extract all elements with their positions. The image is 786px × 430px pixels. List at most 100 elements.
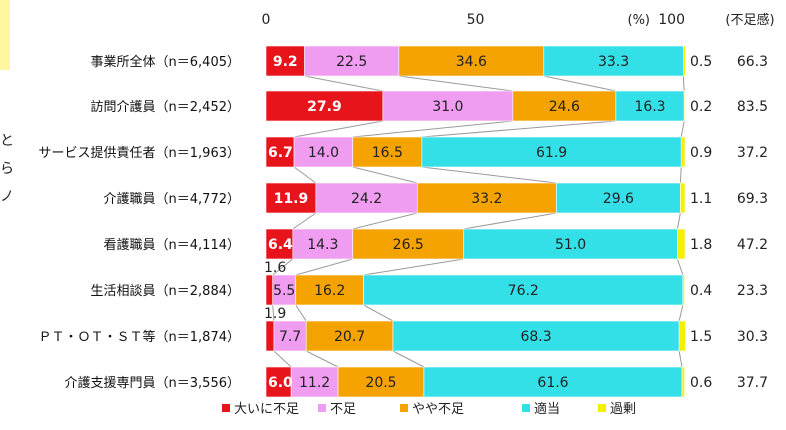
bar-segment: [382, 90, 514, 122]
category-label: 事業所全体（n＝6,405）: [91, 54, 240, 70]
excess-value-label: 0.5: [690, 54, 712, 70]
bar-value-label: 33.2: [471, 191, 502, 207]
connector-line: [292, 212, 317, 230]
category-label: 訪問介護員（n＝2,452）: [91, 99, 240, 115]
connector-line: [295, 258, 353, 276]
bar-segment: [680, 136, 686, 168]
connector-line: [676, 258, 684, 276]
bar-segment: [416, 182, 557, 214]
excess-value-label: 1.1: [690, 191, 712, 207]
bar-segment: [265, 182, 317, 214]
bar-segment: [392, 320, 680, 352]
bar-value-label: 29.6: [603, 191, 634, 207]
bar-segment: [315, 182, 418, 214]
bar-value-label: 24.2: [351, 191, 382, 207]
connector-line: [392, 350, 425, 368]
axis-unit-label: (%): [628, 13, 651, 28]
bar-value-label: 68.3: [520, 329, 551, 345]
bar-segment: [265, 136, 295, 168]
legend-swatch: [222, 404, 230, 412]
bar-value-label: 16.5: [372, 145, 403, 161]
bar-value-label: 22.5: [336, 54, 367, 70]
connector-line: [398, 75, 513, 92]
bar-segment: [683, 45, 686, 77]
bar-value-label: 6.7: [268, 145, 293, 161]
connector-line: [352, 212, 418, 230]
bar-value-label: 33.3: [598, 54, 629, 70]
connector-line: [421, 166, 557, 184]
x-tick-label: 50: [467, 12, 485, 28]
connector-line: [293, 166, 317, 184]
connector-line: [295, 304, 307, 322]
legend-swatch: [598, 404, 606, 412]
legend-label: 大いに不足: [234, 402, 299, 417]
bar-value-label: 1.6: [264, 260, 286, 276]
shortage-value-label: 30.3: [737, 329, 768, 345]
category-label: 看護職員（n＝4,114）: [104, 237, 240, 253]
legend-swatch: [522, 404, 530, 412]
connector-line: [305, 350, 339, 368]
connector-line: [676, 212, 681, 230]
left-text-fragment: と: [0, 133, 14, 149]
bar-value-label: 61.9: [536, 145, 567, 161]
excess-value-label: 0.6: [690, 375, 712, 391]
shortage-value-label: 23.3: [737, 283, 768, 299]
bar-segment: [681, 366, 685, 398]
bar-value-label: 31.0: [432, 99, 463, 115]
category-label: サービス提供責任者（n＝1,963）: [39, 145, 240, 161]
bar-segment: [265, 366, 292, 398]
shortage-value-label: 83.5: [737, 99, 768, 115]
bar-value-label: 51.0: [555, 237, 586, 253]
connector-line: [272, 258, 294, 276]
connector-line: [352, 166, 418, 184]
connector-line: [682, 75, 685, 92]
connector-line: [363, 258, 464, 276]
legend-label: 適当: [534, 401, 560, 417]
bar-segment: [337, 366, 425, 398]
bar-value-label: 5.5: [273, 283, 295, 299]
bar-segment: [512, 90, 617, 122]
shortage-column-header: (不足感): [725, 12, 774, 28]
bar-segment: [678, 320, 686, 352]
legend-swatch: [318, 404, 326, 412]
yellow-side-tab: [0, 0, 10, 70]
bar-segment: [292, 228, 354, 260]
connector-line: [272, 304, 275, 322]
bar-segment: [290, 366, 339, 398]
bar-segment: [304, 45, 400, 77]
bar-segment: [265, 90, 384, 122]
excess-value-label: 1.8: [690, 237, 712, 253]
bar-segment: [682, 274, 685, 306]
excess-value-label: 0.4: [690, 283, 712, 299]
bar-value-label: 11.2: [299, 375, 330, 391]
connector-line: [421, 120, 616, 138]
bar-segment: [543, 45, 684, 77]
shortage-value-label: 47.2: [737, 237, 768, 253]
left-text-fragment: ら: [0, 161, 14, 177]
bar-segment: [680, 182, 686, 214]
bar-segment: [352, 228, 465, 260]
connector-line: [304, 75, 383, 92]
bar-segment: [463, 228, 678, 260]
connector-line: [293, 120, 383, 138]
connector-line: [352, 120, 513, 138]
connector-line: [273, 350, 292, 368]
connector-line: [678, 304, 684, 322]
connector-line: [679, 166, 682, 184]
bar-value-label: 1.9: [264, 306, 286, 322]
bar-segment: [265, 274, 274, 306]
bar-value-label: 20.7: [334, 329, 365, 345]
shortage-value-label: 66.3: [737, 54, 768, 70]
bar-segment: [363, 274, 684, 306]
bar-segment: [273, 320, 307, 352]
shortage-value-label: 69.3: [737, 191, 768, 207]
bar-segment: [423, 366, 683, 398]
bar-value-label: 76.2: [508, 283, 539, 299]
legend-label: 過剰: [610, 402, 636, 417]
bar-segment: [677, 228, 686, 260]
bar-value-label: 6.0: [268, 375, 293, 391]
bar-value-label: 6.4: [268, 237, 293, 253]
excess-value-label: 0.2: [690, 99, 712, 115]
bar-value-label: 16.3: [634, 99, 665, 115]
